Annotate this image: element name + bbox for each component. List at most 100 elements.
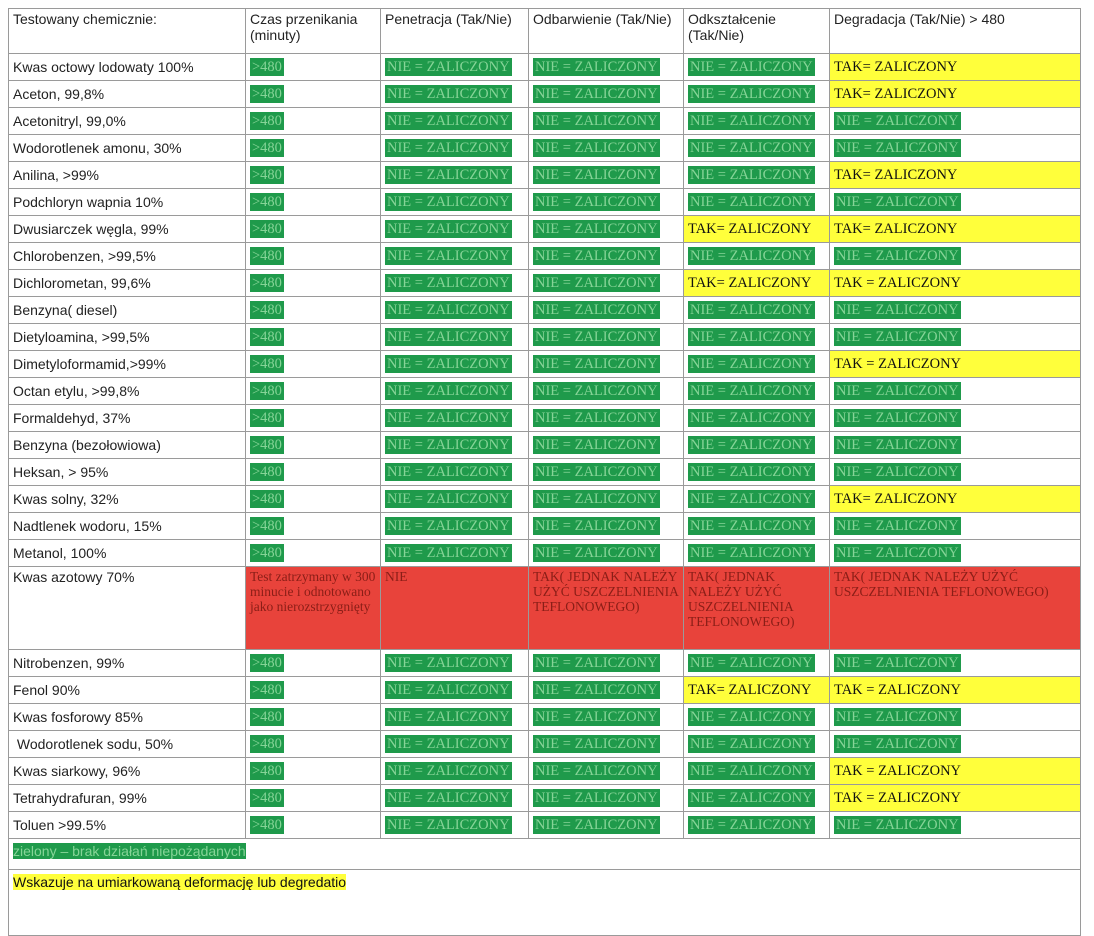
- result-cell: NIE = ZALICZONY: [683, 53, 830, 81]
- result-text: NIE = ZALICZONY: [533, 57, 660, 76]
- result-text: NIE = ZALICZONY: [533, 788, 660, 807]
- result-text: NIE = ZALICZONY: [688, 111, 815, 130]
- result-cell: NIE = ZALICZONY: [528, 188, 684, 216]
- result-text: >480: [250, 761, 284, 780]
- result-text: NIE = ZALICZONY: [385, 680, 512, 699]
- chemical-name: Kwas azotowy 70%: [8, 566, 246, 650]
- result-text: >480: [250, 354, 284, 373]
- result-text: NIE = ZALICZONY: [385, 707, 512, 726]
- result-cell: NIE: [380, 566, 529, 650]
- result-cell: NIE = ZALICZONY: [528, 649, 684, 677]
- result-text: >480: [250, 680, 284, 699]
- result-cell: >480: [245, 784, 381, 812]
- result-cell: NIE = ZALICZONY: [683, 296, 830, 324]
- table-row: Kwas octowy lodowaty 100% >480 NIE = ZALIC…: [8, 53, 1081, 81]
- result-cell: >480: [245, 350, 381, 378]
- result-text: >480: [250, 543, 284, 562]
- result-cell: TAK= ZALICZONY: [683, 676, 830, 704]
- result-text: NIE = ZALICZONY: [688, 489, 815, 508]
- result-text: NIE = ZALICZONY: [688, 435, 815, 454]
- result-text: NIE = ZALICZONY: [688, 761, 815, 780]
- table-row: Wodorotlenek sodu, 50% >480 NIE = ZALICZON…: [8, 730, 1081, 758]
- legend-row: Wskazuje na umiarkowaną deformację lub d…: [8, 869, 1081, 936]
- result-cell: NIE = ZALICZONY: [528, 269, 684, 297]
- result-text: >480: [250, 273, 284, 292]
- result-cell: >480: [245, 53, 381, 81]
- result-cell: NIE = ZALICZONY: [380, 53, 529, 81]
- result-text: NIE = ZALICZONY: [533, 192, 660, 211]
- header-cell: Penetracja (Tak/Nie): [380, 8, 529, 54]
- result-text: NIE = ZALICZONY: [688, 246, 815, 265]
- result-cell: NIE = ZALICZONY: [528, 377, 684, 405]
- result-text: NIE = ZALICZONY: [688, 354, 815, 373]
- result-cell: TAK = ZALICZONY: [829, 676, 1081, 704]
- result-cell: NIE = ZALICZONY: [380, 404, 529, 432]
- result-cell: NIE = ZALICZONY: [528, 107, 684, 135]
- result-cell: NIE = ZALICZONY: [683, 512, 830, 540]
- table-row: Anilina, >99% >480 NIE = ZALICZONY NIE = ZA…: [8, 161, 1081, 189]
- result-text: NIE = ZALICZONY: [533, 815, 660, 834]
- result-cell: NIE = ZALICZONY: [683, 323, 830, 351]
- result-cell: NIE = ZALICZONY: [380, 269, 529, 297]
- result-text: >480: [250, 300, 284, 319]
- result-cell: NIE = ZALICZONY: [683, 485, 830, 513]
- result-cell: NIE = ZALICZONY: [528, 296, 684, 324]
- result-text: NIE = ZALICZONY: [385, 653, 512, 672]
- result-text: NIE = ZALICZONY: [834, 462, 961, 481]
- result-text: NIE = ZALICZONY: [533, 761, 660, 780]
- chemical-name: Fenol 90%: [8, 676, 246, 704]
- result-cell: NIE = ZALICZONY: [528, 512, 684, 540]
- chemical-name: Nitrobenzen, 99%: [8, 649, 246, 677]
- legend-text: zielony – brak działań niepożądanych: [13, 843, 246, 859]
- result-cell: NIE = ZALICZONY: [683, 80, 830, 108]
- result-text: NIE = ZALICZONY: [385, 354, 512, 373]
- result-cell: TAK= ZALICZONY: [829, 161, 1081, 189]
- result-text: NIE = ZALICZONY: [688, 815, 815, 834]
- result-text: NIE = ZALICZONY: [533, 734, 660, 753]
- chemical-name: Podchloryn wapnia 10%: [8, 188, 246, 216]
- result-cell: NIE = ZALICZONY: [829, 188, 1081, 216]
- table-row: Wodorotlenek amonu, 30% >480 NIE = ZALICZO…: [8, 134, 1081, 162]
- result-cell: TAK = ZALICZONY: [829, 757, 1081, 785]
- result-cell: NIE = ZALICZONY: [829, 431, 1081, 459]
- result-cell: NIE = ZALICZONY: [380, 485, 529, 513]
- chemical-name: Dietyloamina, >99,5%: [8, 323, 246, 351]
- result-text: NIE = ZALICZONY: [385, 734, 512, 753]
- result-text: NIE = ZALICZONY: [385, 111, 512, 130]
- result-cell: NIE = ZALICZONY: [829, 377, 1081, 405]
- result-cell: NIE = ZALICZONY: [683, 730, 830, 758]
- result-cell: >480: [245, 323, 381, 351]
- result-text: NIE = ZALICZONY: [688, 408, 815, 427]
- result-text: NIE = ZALICZONY: [688, 57, 815, 76]
- result-cell: NIE = ZALICZONY: [528, 350, 684, 378]
- table-row: Benzyna( diesel) >480 NIE = ZALICZONY NIE =…: [8, 296, 1081, 324]
- result-text: >480: [250, 815, 284, 834]
- header-cell: Czas przenikania (minuty): [245, 8, 381, 54]
- result-text: NIE = ZALICZONY: [385, 543, 512, 562]
- table-row: Dichlorometan, 99,6% >480 NIE = ZALICZONY N…: [8, 269, 1081, 297]
- result-cell: NIE = ZALICZONY: [528, 784, 684, 812]
- result-text: NIE = ZALICZONY: [533, 435, 660, 454]
- result-text: NIE = ZALICZONY: [385, 246, 512, 265]
- table-row: Kwas siarkowy, 96% >480 NIE = ZALICZONY NIE…: [8, 757, 1081, 785]
- result-cell: >480: [245, 377, 381, 405]
- chemical-name: Kwas octowy lodowaty 100%: [8, 53, 246, 81]
- result-cell: TAK= ZALICZONY: [829, 80, 1081, 108]
- result-cell: NIE = ZALICZONY: [528, 811, 684, 839]
- table-row: Formaldehyd, 37% >480 NIE = ZALICZONY NIE =…: [8, 404, 1081, 432]
- result-cell: NIE = ZALICZONY: [380, 377, 529, 405]
- result-cell: TAK = ZALICZONY: [829, 269, 1081, 297]
- result-cell: >480: [245, 296, 381, 324]
- result-cell: NIE = ZALICZONY: [683, 649, 830, 677]
- result-text: NIE = ZALICZONY: [385, 435, 512, 454]
- result-text: NIE = ZALICZONY: [688, 543, 815, 562]
- result-text: NIE = ZALICZONY: [688, 707, 815, 726]
- result-cell: NIE = ZALICZONY: [380, 539, 529, 567]
- result-text: >480: [250, 734, 284, 753]
- result-cell: NIE = ZALICZONY: [528, 53, 684, 81]
- result-cell: NIE = ZALICZONY: [528, 323, 684, 351]
- result-cell: TAK( JEDNAK NALEŻY UŻYĆ USZCZELNIENIA TE…: [528, 566, 684, 650]
- result-cell: NIE = ZALICZONY: [683, 161, 830, 189]
- result-text: NIE = ZALICZONY: [834, 381, 961, 400]
- result-cell: >480: [245, 730, 381, 758]
